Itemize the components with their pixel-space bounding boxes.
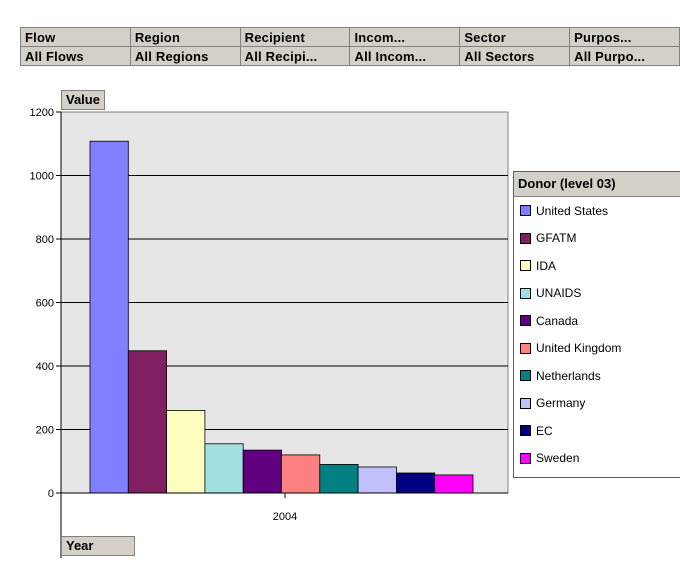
legend-item[interactable]: Germany bbox=[514, 390, 680, 418]
legend-swatch bbox=[520, 232, 531, 244]
bar-ec[interactable] bbox=[395, 472, 436, 494]
legend-item[interactable]: IDA bbox=[514, 252, 680, 280]
bar-gfatm[interactable] bbox=[127, 350, 168, 494]
filter-value-income[interactable]: All Incom... bbox=[349, 46, 461, 66]
y-tick-label: 600 bbox=[36, 298, 54, 310]
filter-value-recipient[interactable]: All Recipi... bbox=[239, 46, 351, 66]
legend-item[interactable]: GFATM bbox=[514, 225, 680, 253]
filter-value-flow[interactable]: All Flows bbox=[20, 46, 131, 66]
legend-swatch bbox=[520, 287, 531, 299]
filter-header-flow[interactable]: Flow bbox=[20, 27, 131, 47]
legend-item[interactable]: EC bbox=[514, 417, 680, 445]
bar-united-kingdom[interactable] bbox=[281, 454, 321, 494]
legend-item[interactable]: Canada bbox=[514, 307, 680, 335]
legend-label: GFATM bbox=[536, 231, 577, 246]
legend: Donor (level 03) United States GFATM IDA UN… bbox=[513, 171, 680, 478]
legend-swatch bbox=[520, 370, 531, 382]
bar-united-states[interactable] bbox=[89, 140, 129, 494]
legend-swatch bbox=[520, 260, 531, 272]
filter-table: Flow Region Recipient Incom... Sector Pu… bbox=[20, 27, 680, 66]
bar-ida[interactable] bbox=[166, 410, 206, 494]
legend-items: United States GFATM IDA UNAIDS Canada United … bbox=[514, 197, 680, 472]
y-tick-label: 0 bbox=[48, 488, 54, 500]
value-axis-button[interactable]: Value bbox=[61, 90, 105, 110]
bar-germany[interactable] bbox=[357, 466, 397, 494]
filter-header-row: Flow Region Recipient Incom... Sector Pu… bbox=[20, 27, 680, 47]
tick-labels: 0 200 400 600 800 1000 1200 bbox=[30, 107, 54, 500]
legend-item[interactable]: UNAIDS bbox=[514, 280, 680, 308]
filter-header-region[interactable]: Region bbox=[129, 27, 241, 47]
legend-swatch bbox=[520, 452, 531, 464]
legend-label: Netherlands bbox=[536, 368, 601, 383]
legend-label: United Kingdom bbox=[536, 341, 622, 356]
legend-item[interactable]: Netherlands bbox=[514, 362, 680, 390]
filter-value-row: All Flows All Regions All Recipi... All … bbox=[20, 46, 680, 66]
y-tick-label: 1000 bbox=[30, 171, 54, 183]
bar-unaids[interactable] bbox=[204, 443, 244, 494]
filter-value-region[interactable]: All Regions bbox=[129, 46, 241, 66]
y-tick-label: 800 bbox=[36, 234, 54, 246]
filter-value-sector[interactable]: All Sectors bbox=[459, 46, 571, 66]
legend-label: IDA bbox=[536, 258, 557, 273]
legend-title[interactable]: Donor (level 03) bbox=[514, 172, 680, 197]
legend-item[interactable]: United Kingdom bbox=[514, 335, 680, 363]
year-axis-button[interactable]: Year bbox=[61, 536, 135, 556]
legend-swatch bbox=[520, 342, 531, 354]
legend-swatch bbox=[520, 425, 531, 437]
y-tick-label: 200 bbox=[36, 425, 54, 437]
legend-label: UNAIDS bbox=[536, 286, 582, 301]
axes bbox=[56, 111, 508, 558]
legend-item[interactable]: Sweden bbox=[514, 445, 680, 473]
bar-netherlands[interactable] bbox=[319, 464, 359, 494]
legend-swatch bbox=[520, 397, 531, 409]
bar-sweden[interactable] bbox=[434, 474, 474, 494]
bars bbox=[89, 140, 474, 494]
x-tick-label: 2004 bbox=[273, 511, 297, 523]
filter-header-recipient[interactable]: Recipient bbox=[239, 27, 351, 47]
legend-label: United States bbox=[536, 203, 609, 218]
y-tick-label: 1200 bbox=[30, 107, 54, 119]
filter-value-purpose[interactable]: All Purpo... bbox=[569, 46, 680, 66]
legend-label: Canada bbox=[536, 313, 579, 328]
legend-swatch bbox=[520, 315, 531, 327]
legend-label: EC bbox=[536, 423, 553, 438]
filter-header-purpose[interactable]: Purpos... bbox=[569, 27, 680, 47]
legend-label: Germany bbox=[536, 396, 586, 411]
filter-header-sector[interactable]: Sector bbox=[459, 27, 571, 47]
bar-canada[interactable] bbox=[242, 449, 282, 494]
legend-swatch bbox=[520, 205, 531, 217]
y-tick-label: 400 bbox=[36, 361, 54, 373]
legend-item[interactable]: United States bbox=[514, 197, 680, 225]
legend-label: Sweden bbox=[536, 451, 580, 466]
